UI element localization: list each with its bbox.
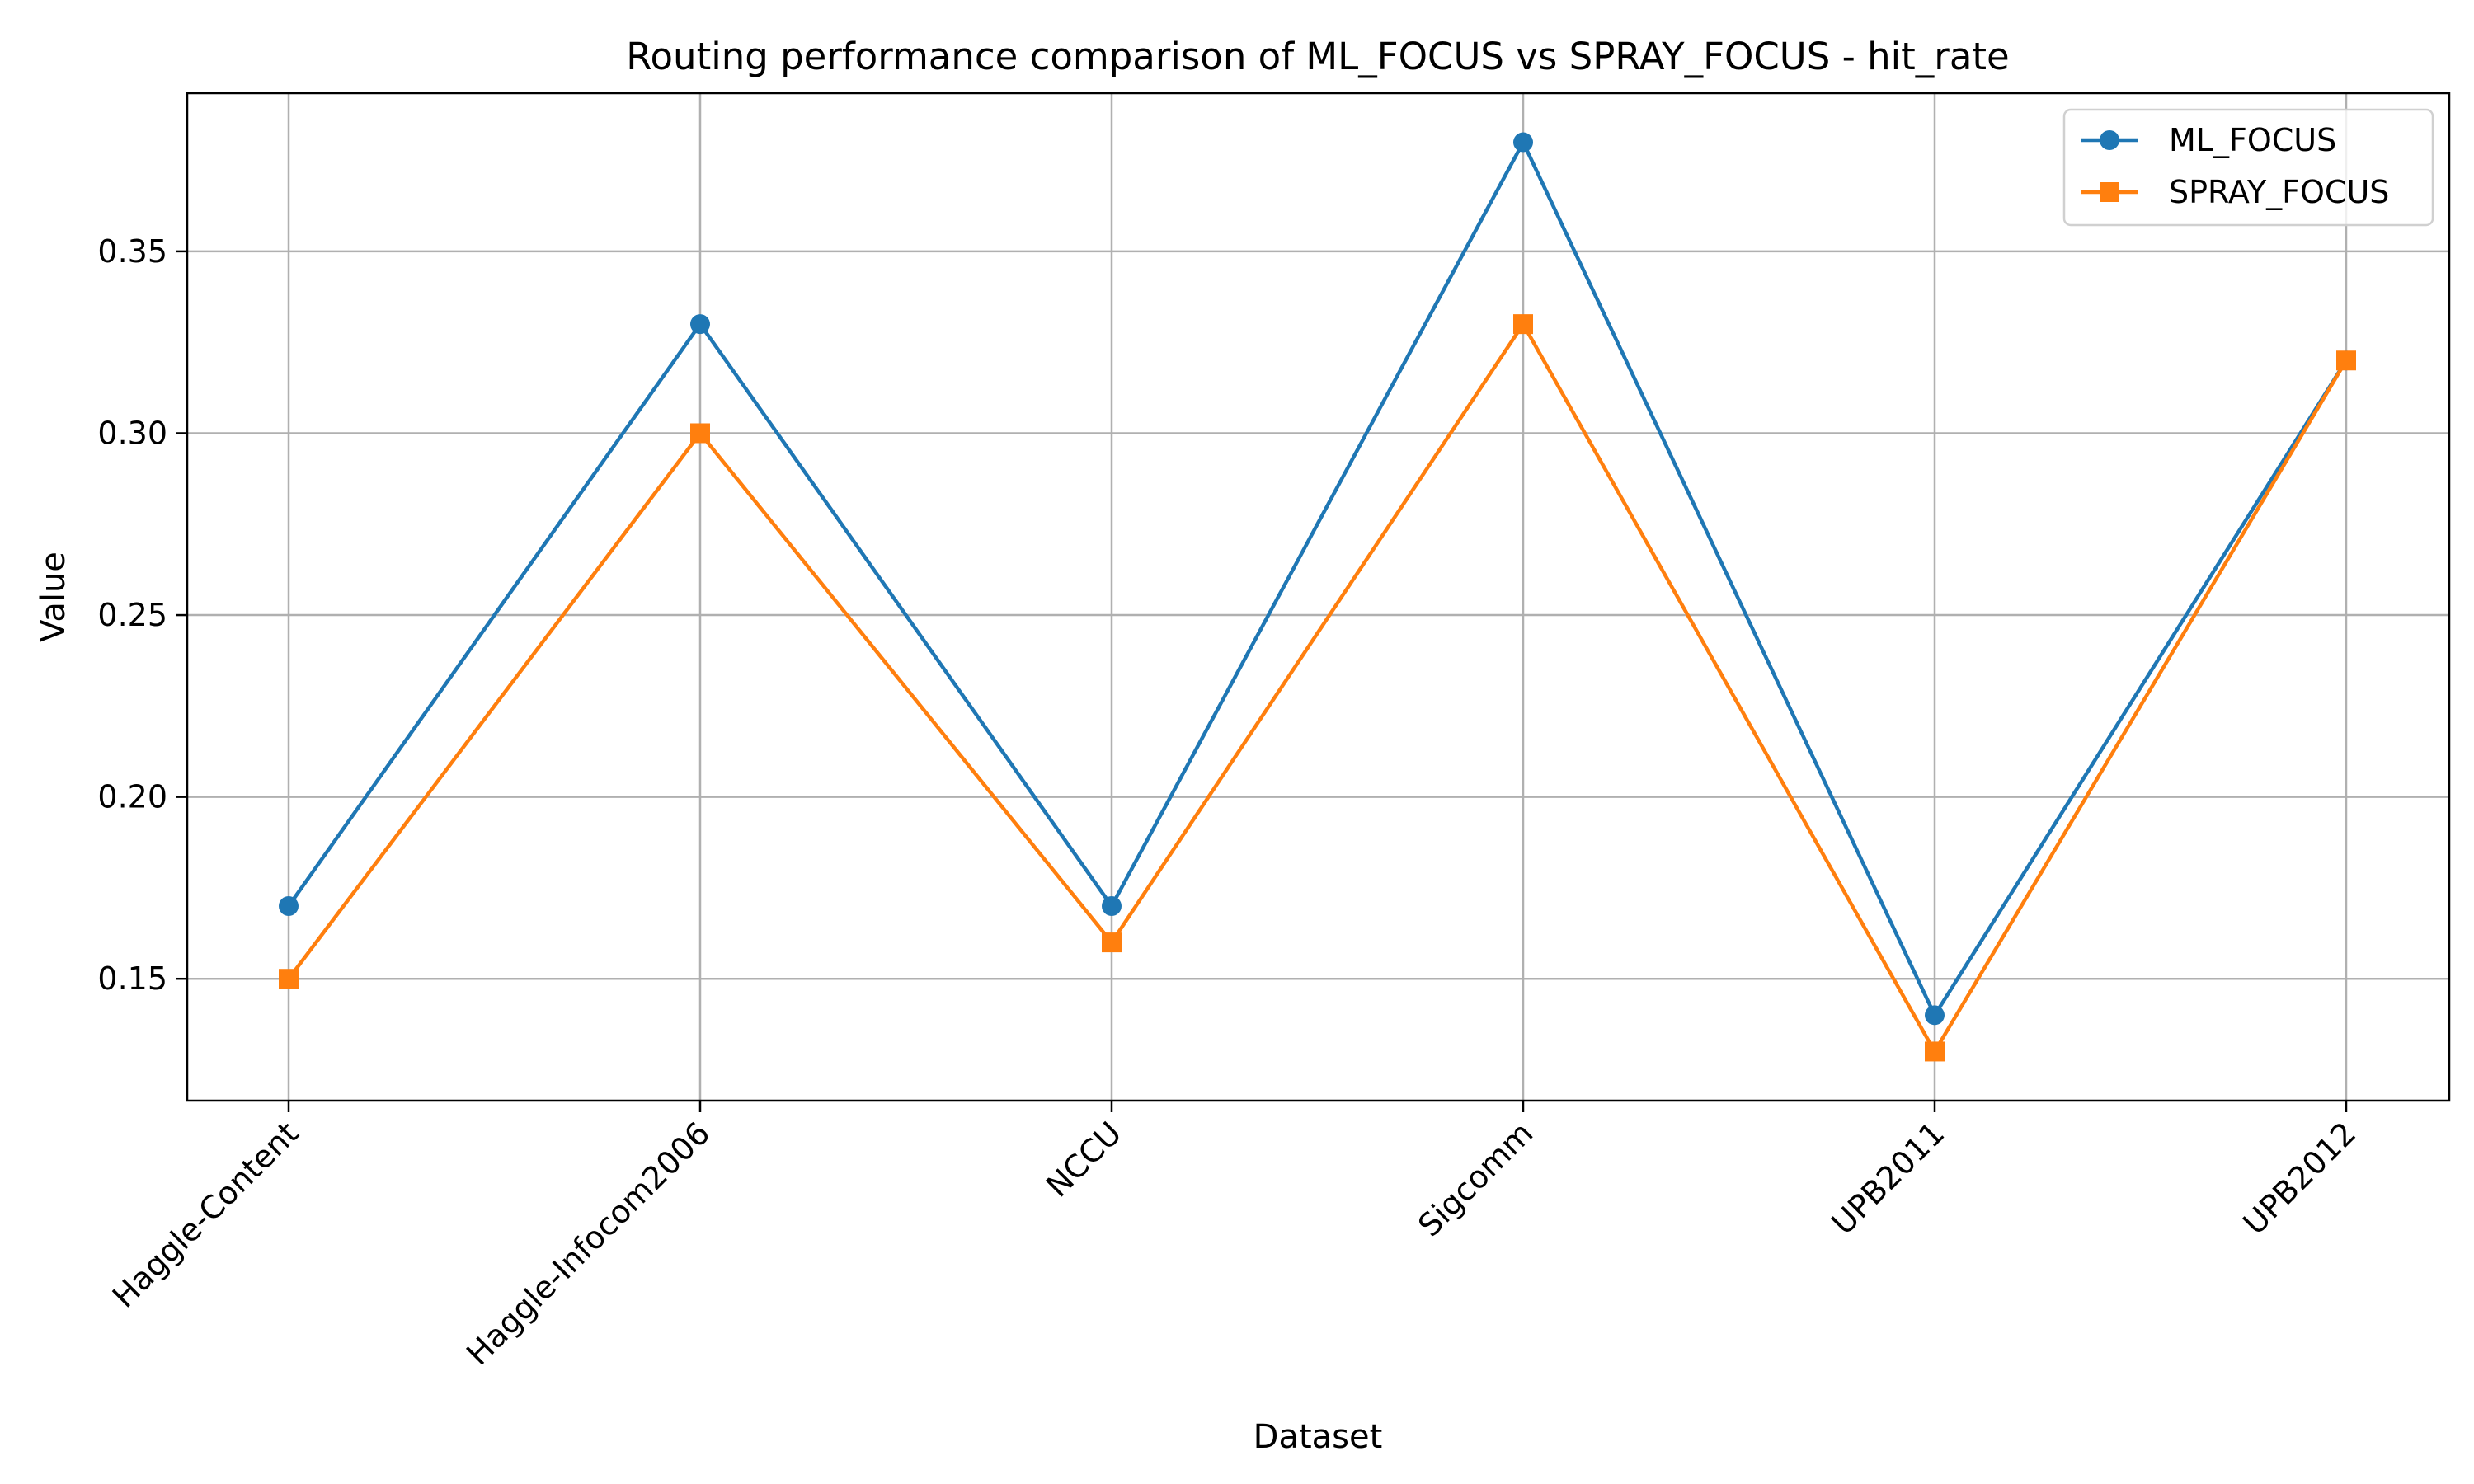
- y-tick-label: 0.25: [97, 597, 167, 633]
- chart-title: Routing performance comparison of ML_FOC…: [626, 35, 2009, 78]
- y-axis-label: Value: [35, 552, 73, 642]
- data-point-ml-focus: [1925, 1005, 1945, 1026]
- y-tick-label: 0.35: [97, 233, 167, 270]
- data-point-ml-focus: [1102, 895, 1122, 916]
- data-point-ml-focus: [1513, 132, 1533, 153]
- series-spray-focus: [279, 314, 2356, 1062]
- legend-label-spray-focus: SPRAY_FOCUS: [2169, 174, 2389, 210]
- legend-frame: [2062, 108, 2434, 227]
- data-point-ml-focus: [279, 895, 299, 916]
- plot-frame: [186, 92, 2451, 1102]
- x-axis-label: Dataset: [1253, 1418, 1383, 1456]
- series-layer: [279, 132, 2356, 1062]
- y-tick-label: 0.20: [97, 779, 167, 815]
- legend-marker-ml-focus: [2100, 130, 2119, 150]
- data-point-spray-focus: [690, 423, 710, 444]
- data-point-ml-focus: [690, 314, 710, 335]
- legend-marker-spray-focus: [2100, 182, 2119, 202]
- data-point-spray-focus: [1513, 314, 1533, 335]
- series-line-ml-focus: [287, 140, 2348, 1017]
- legend-label-ml-focus: ML_FOCUS: [2169, 122, 2336, 158]
- data-point-spray-focus: [1102, 932, 1122, 953]
- y-tick-label: 0.15: [97, 960, 167, 997]
- data-point-spray-focus: [2336, 350, 2356, 371]
- data-point-spray-focus: [279, 969, 299, 989]
- legend: ML_FOCUS SPRAY_FOCUS: [2062, 108, 2434, 227]
- y-tick-label: 0.30: [97, 415, 167, 451]
- data-point-spray-focus: [1925, 1041, 1945, 1062]
- series-line-spray-focus: [287, 322, 2348, 1054]
